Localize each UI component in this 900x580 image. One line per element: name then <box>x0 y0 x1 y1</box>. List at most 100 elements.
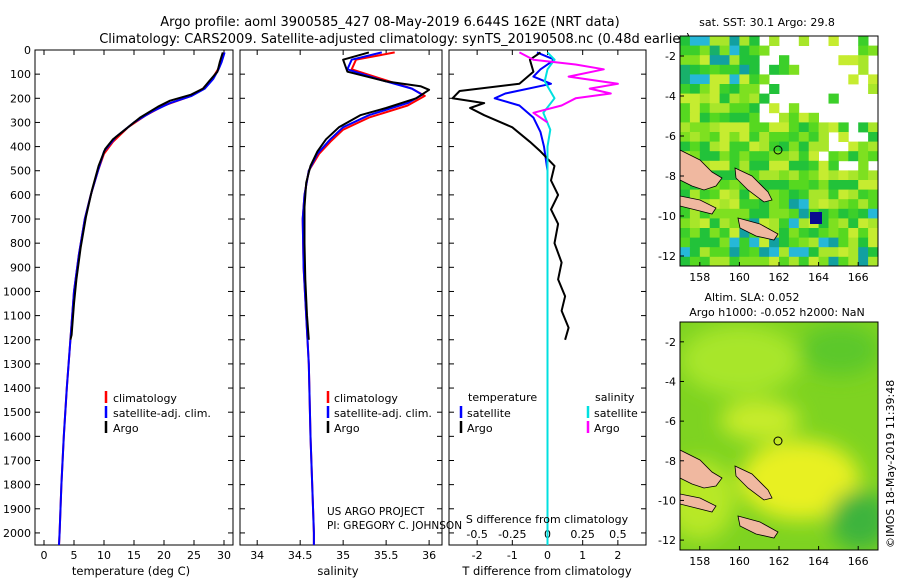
sst-cell <box>680 55 691 66</box>
sst-cell <box>769 141 780 152</box>
sst-cell <box>818 218 829 229</box>
sst-cell <box>838 55 849 66</box>
temperature-series <box>58 52 226 546</box>
sst-cell <box>739 237 750 248</box>
legend-climatology-label: climatology <box>113 392 177 405</box>
sst-cell <box>818 141 829 152</box>
sst-cell <box>848 151 859 162</box>
map-y-tick-label: -4 <box>665 90 676 103</box>
sst-cell <box>689 84 701 94</box>
sst-cell <box>709 93 720 104</box>
x-tick-label: 34.5 <box>288 549 313 562</box>
depth-tick-label: 800 <box>10 237 31 250</box>
map-x-tick-label: 162 <box>769 271 790 284</box>
sst-cell <box>828 237 839 248</box>
sst-cell <box>719 218 730 229</box>
sst-cell <box>858 36 869 46</box>
sst-cell <box>858 141 869 152</box>
sst-cell <box>788 122 800 133</box>
sst-cell <box>779 151 790 162</box>
sst-cell <box>818 170 829 181</box>
depth-tick-label: 600 <box>10 189 31 202</box>
sst-cell <box>709 112 720 123</box>
temperature-line-satellite-adj--clim- <box>58 52 226 546</box>
sst-cell <box>828 228 839 238</box>
sst-cell <box>709 84 720 94</box>
map-x-tick-label: 166 <box>848 555 869 568</box>
sst-cell <box>828 199 839 210</box>
sst-cell <box>759 218 770 229</box>
sst-cell <box>848 256 859 266</box>
sst-cell <box>868 208 878 219</box>
sst-cell <box>729 36 740 46</box>
sst-cell <box>808 160 819 171</box>
sst-cell <box>749 170 760 181</box>
sst-cell <box>719 160 730 171</box>
sst-cell <box>749 55 760 66</box>
sst-cell <box>788 64 800 75</box>
sst-cell <box>808 180 819 190</box>
sst-cell <box>798 256 810 266</box>
sst-cell <box>779 170 790 181</box>
sst-cell <box>828 247 839 258</box>
sst-cell <box>788 247 800 258</box>
depth-tick-label: 1700 <box>3 454 31 467</box>
sst-cell <box>729 112 740 123</box>
sst-cell <box>779 237 790 248</box>
sst-cell <box>689 64 701 75</box>
map-x-tick-label: 162 <box>769 555 790 568</box>
sst-cell <box>848 189 859 200</box>
x-tick-label: 30 <box>217 549 231 562</box>
sst-cell <box>719 103 730 114</box>
sst-cell <box>749 64 760 75</box>
sst-cell <box>858 122 869 133</box>
temperature-x-axis: 0 5 10 15 20 25 30 <box>41 50 231 562</box>
sst-cell <box>788 112 800 123</box>
sst-cell <box>709 199 720 210</box>
sst-cell <box>680 228 691 238</box>
sst-cell <box>719 122 730 133</box>
sst-cell <box>699 208 711 219</box>
sst-cell <box>808 228 819 238</box>
sst-cell <box>858 151 869 162</box>
sst-cell <box>848 228 859 238</box>
map-y-tick-label: -6 <box>665 415 676 428</box>
sst-cell <box>838 151 849 162</box>
sst-cell <box>798 122 810 133</box>
sst-cell <box>769 151 780 162</box>
sst-cell <box>828 151 839 162</box>
sst-cell <box>729 208 740 219</box>
s-tick-label: -0.5 <box>466 528 487 541</box>
map-y-tick-label: -2 <box>665 50 676 63</box>
sst-cell <box>808 141 819 152</box>
sst-cell <box>719 256 730 266</box>
sst-cell <box>858 199 869 210</box>
sst-cell <box>719 208 730 219</box>
x-tick-label: 36 <box>422 549 436 562</box>
sst-cell <box>729 141 740 152</box>
sst-cell <box>739 151 750 162</box>
sst-cell <box>779 160 790 171</box>
sst-cell <box>818 247 829 258</box>
sst-cell <box>858 180 869 190</box>
sst-cell <box>848 199 859 210</box>
depth-tick-label: 1200 <box>3 334 31 347</box>
sst-cell <box>739 208 750 219</box>
salinity-line-climatology <box>301 51 426 545</box>
sst-cell <box>689 122 701 133</box>
sst-cell <box>868 84 878 94</box>
sst-cell <box>739 122 750 133</box>
sst-cell <box>769 208 780 219</box>
credit-line1: US ARGO PROJECT <box>327 506 425 518</box>
sst-cell <box>709 247 720 258</box>
sst-cell <box>838 180 849 190</box>
s-tick-label: 0.5 <box>609 528 627 541</box>
sst-cell <box>808 247 819 258</box>
sst-cell <box>818 160 829 171</box>
sla-island-new-georgia <box>680 449 723 489</box>
sst-cell <box>828 160 839 171</box>
sst-cell <box>798 132 810 142</box>
sst-cell <box>818 122 829 133</box>
sst-cell <box>689 256 701 266</box>
sst-cell <box>838 208 849 219</box>
